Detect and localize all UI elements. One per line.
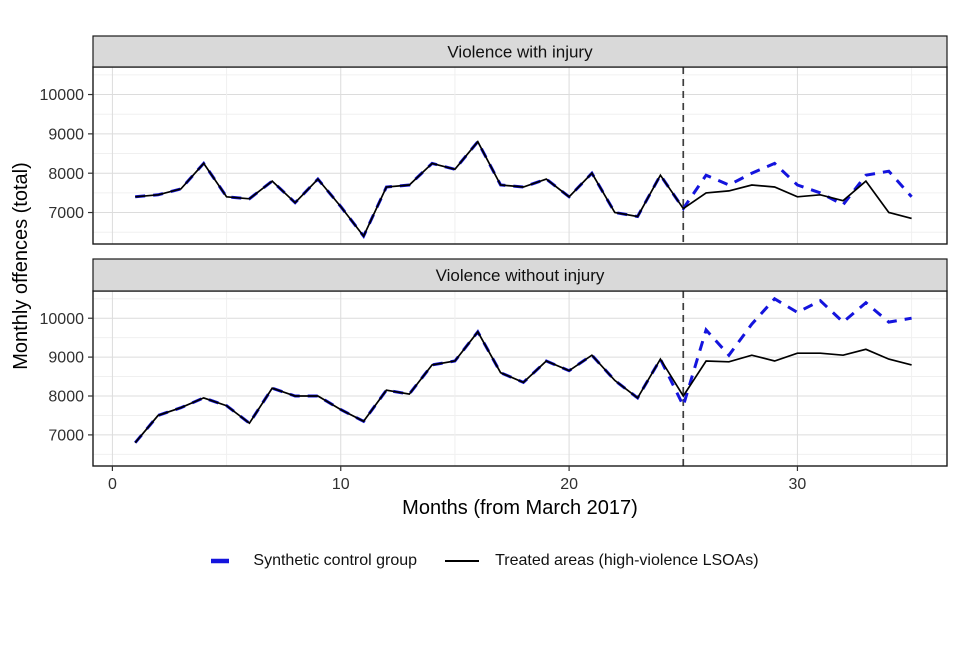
y-tick-label: 7000 <box>48 205 84 222</box>
legend-label: Synthetic control group <box>253 552 418 569</box>
x-axis-title: Months (from March 2017) <box>402 497 638 519</box>
y-tick-label: 10000 <box>40 311 85 328</box>
x-tick-label: 20 <box>560 476 578 493</box>
legend-key-solid <box>445 560 480 562</box>
y-axis-title: Monthly offences (total) <box>10 162 32 370</box>
facet-strip <box>92 35 948 68</box>
y-tick-label: 9000 <box>48 126 84 143</box>
legend: Synthetic control group Treated areas (hi… <box>0 552 960 570</box>
legend-item: Synthetic control group <box>201 552 417 570</box>
series-line-treated <box>135 140 912 238</box>
facet-strip-title: Violence without injury <box>436 266 605 285</box>
facet-strip <box>92 258 948 292</box>
facet-strip-title: Violence with injury <box>447 42 593 61</box>
series-line-treated <box>134 330 912 444</box>
y-tick-label: 7000 <box>48 427 84 444</box>
panels: 7000 8000 9000 10000 Violence with injury 700… <box>40 35 948 493</box>
legend-label: Treated areas (high-violence LSOAs) <box>495 552 759 569</box>
x-tick-label: 0 <box>108 476 117 493</box>
y-tick-label: 8000 <box>48 166 84 183</box>
x-tick-label: 30 <box>789 476 807 493</box>
x-tick-label: 10 <box>332 476 350 493</box>
panel-bg <box>93 291 947 466</box>
y-tick-label: 9000 <box>48 350 84 367</box>
y-tick-label: 10000 <box>40 87 85 104</box>
y-tick-label: 8000 <box>48 389 84 406</box>
legend-item: Treated areas (high-violence LSOAs) <box>443 552 759 570</box>
legend-key-dashed <box>211 558 230 564</box>
panel-bg <box>93 67 947 244</box>
